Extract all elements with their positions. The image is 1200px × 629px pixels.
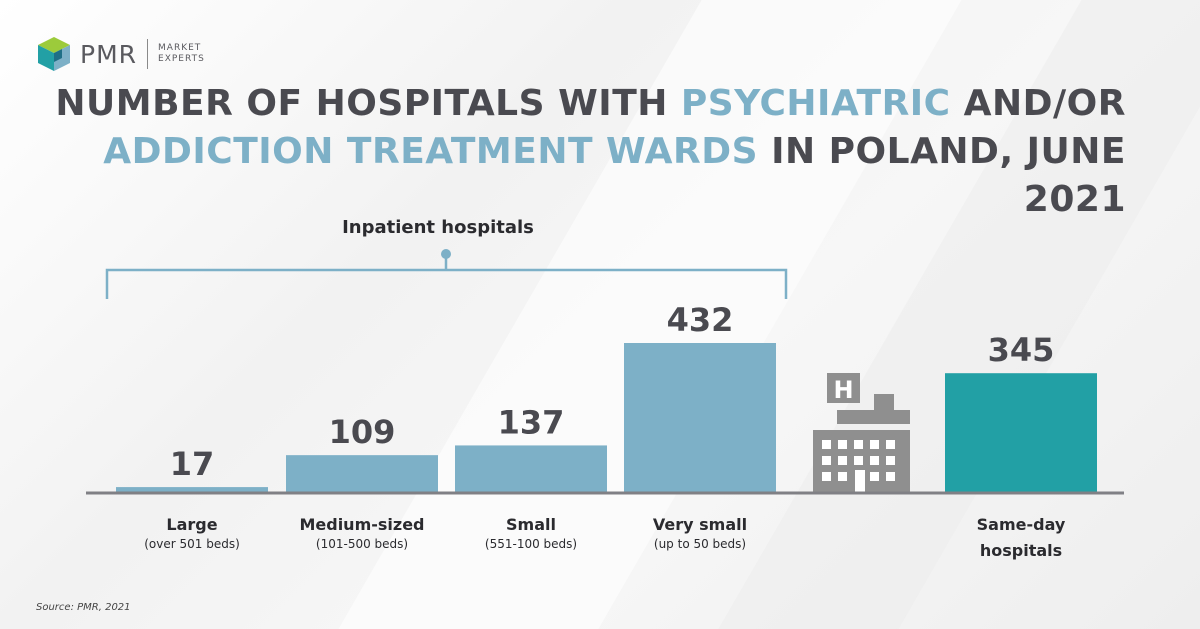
category-label-1: Medium-sized [299, 515, 424, 534]
hospital-building-icon: H [813, 373, 910, 493]
bar-0 [116, 487, 268, 493]
bracket-dot [441, 249, 451, 259]
value-label-4: 345 [988, 331, 1055, 369]
category-sub-label-0: (over 501 beds) [144, 537, 240, 551]
brand-subtitle: MARKET EXPERTS [158, 43, 205, 65]
category-sub-label-4: hospitals [980, 541, 1062, 560]
value-label-2: 137 [498, 403, 565, 441]
bar-3 [624, 343, 776, 493]
icon-tower [874, 394, 894, 412]
chart-title: NUMBER OF HOSPITALS WITH PSYCHIATRIC AND… [46, 80, 1126, 224]
logo-divider [147, 39, 149, 69]
source-note: Source: PMR, 2021 [36, 602, 131, 613]
icon-window [822, 472, 831, 481]
category-label-0: Large [166, 515, 217, 534]
icon-door [855, 470, 865, 493]
bar-2 [455, 445, 607, 493]
value-label-0: 17 [170, 445, 215, 483]
brand-sub-line2: EXPERTS [158, 54, 205, 64]
icon-window [870, 472, 879, 481]
title-accent1: PSYCHIATRIC [680, 83, 951, 124]
brand-sub-line1: MARKET [158, 43, 202, 53]
icon-window [838, 440, 847, 449]
value-label-3: 432 [667, 301, 734, 339]
icon-h-sign [827, 373, 860, 403]
icon-h-letter: H [833, 376, 853, 404]
bars [116, 343, 1097, 493]
icon-window [886, 440, 895, 449]
category-label-3: Very small [653, 515, 747, 534]
inpatient-bracket: Inpatient hospitals [105, 217, 788, 299]
category-sub-label-2: (551-100 beds) [485, 537, 577, 551]
category-sub-label-1: (101-500 beds) [316, 537, 408, 551]
title-part1: NUMBER OF HOSPITALS WITH [55, 83, 681, 124]
brand-name: PMR [80, 39, 138, 69]
title-accent2: ADDICTION TREATMENT WARDS [103, 131, 759, 172]
icon-window [854, 440, 863, 449]
bracket-label: Inpatient hospitals [342, 217, 534, 238]
title-part2: AND/OR [950, 83, 1126, 124]
bar-4 [945, 373, 1097, 493]
title-part3: IN POLAND, JUNE 2021 [758, 131, 1126, 220]
icon-window [822, 440, 831, 449]
pmr-logo: PMR MARKET EXPERTS [36, 34, 205, 74]
icon-window [838, 456, 847, 465]
category-sub-label-3: (up to 50 beds) [654, 537, 746, 551]
labels: 17 Large (over 501 beds) 109 Medium-sized (10… [144, 301, 1066, 560]
icon-window [854, 456, 863, 465]
icon-upper-block [837, 410, 910, 424]
icon-window [838, 472, 847, 481]
icon-window [870, 456, 879, 465]
bar-1 [286, 455, 438, 493]
icon-window [886, 456, 895, 465]
category-label-2: Small [506, 515, 556, 534]
value-label-1: 109 [329, 413, 396, 451]
icon-window [822, 456, 831, 465]
bracket-line [105, 268, 788, 299]
icon-window [886, 472, 895, 481]
category-label-4: Same-day [977, 515, 1066, 534]
pmr-logo-icon [38, 37, 70, 71]
icon-window [870, 440, 879, 449]
